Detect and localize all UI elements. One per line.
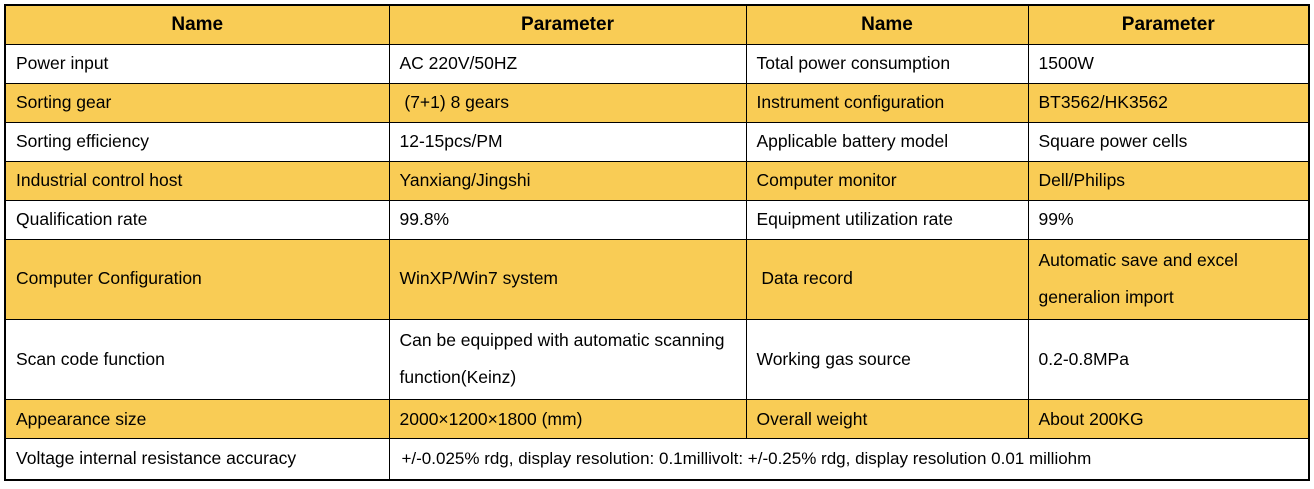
spec-name-cell: Instrument configuration <box>745 82 1029 123</box>
header-parameter-right: Parameter <box>1027 4 1310 45</box>
spec-name-cell: Total power consumption <box>745 43 1029 84</box>
spec-param-cell: 0.2-0.8MPa <box>1027 318 1310 401</box>
table-row: Sorting efficiency 12-15pcs/PM Applicabl… <box>4 121 1310 162</box>
spec-name-cell: Overall weight <box>745 399 1029 439</box>
header-name-right: Name <box>745 4 1029 45</box>
table-row: Qualification rate 99.8% Equipment utili… <box>4 199 1310 240</box>
spec-name-cell: Data record <box>745 238 1029 320</box>
spec-name-cell: Computer Configuration <box>4 238 390 320</box>
table-row: Scan code function Can be equipped with … <box>4 318 1310 401</box>
spec-name-cell: Scan code function <box>4 318 390 401</box>
table-row: Power input AC 220V/50HZ Total power con… <box>4 43 1310 84</box>
spec-name-cell: Power input <box>4 43 390 84</box>
spec-param-cell: Automatic save and excel generalion impo… <box>1027 238 1310 320</box>
spec-param-cell: AC 220V/50HZ <box>388 43 747 84</box>
spec-param-cell: Yanxiang/Jingshi <box>388 160 747 201</box>
table-header-row: Name Parameter Name Parameter <box>4 4 1310 45</box>
spec-param-cell: 12-15pcs/PM <box>388 121 747 162</box>
spec-param-cell-wide: +/-0.025% rdg, display resolution: 0.1mi… <box>388 438 1310 480</box>
spec-name-cell: Qualification rate <box>4 199 390 240</box>
table-row: Industrial control host Yanxiang/Jingshi… <box>4 160 1310 201</box>
spec-param-cell: WinXP/Win7 system <box>388 238 747 320</box>
spec-name-cell: Working gas source <box>745 318 1029 401</box>
spec-param-cell: 99% <box>1027 199 1310 240</box>
spec-param-cell: Dell/Philips <box>1027 160 1310 201</box>
header-parameter-left: Parameter <box>388 4 747 45</box>
header-name-left: Name <box>4 4 390 45</box>
spec-name-cell: Voltage internal resistance accuracy <box>4 438 390 480</box>
spec-param-cell: Can be equipped with automatic scanning … <box>388 318 747 401</box>
spec-param-cell: 99.8% <box>388 199 747 240</box>
spec-name-cell: Appearance size <box>4 399 390 439</box>
table-row: Computer Configuration WinXP/Win7 system… <box>4 238 1310 320</box>
table-footer-row: Voltage internal resistance accuracy +/-… <box>4 438 1310 480</box>
spec-param-cell: 2000×1200×1800 (mm) <box>388 399 747 439</box>
table-row: Appearance size 2000×1200×1800 (mm) Over… <box>4 399 1310 439</box>
spec-name-cell: Industrial control host <box>4 160 390 201</box>
spec-name-cell: Computer monitor <box>745 160 1029 201</box>
spec-param-cell: 1500W <box>1027 43 1310 84</box>
spec-name-cell: Sorting gear <box>4 82 390 123</box>
spec-name-cell: Applicable battery model <box>745 121 1029 162</box>
spec-param-cell: Square power cells <box>1027 121 1310 162</box>
spec-param-cell: About 200KG <box>1027 399 1310 439</box>
spec-param-cell: BT3562/HK3562 <box>1027 82 1310 123</box>
specification-table: Name Parameter Name Parameter Power inpu… <box>4 4 1310 481</box>
table-row: Sorting gear (7+1) 8 gears Instrument co… <box>4 82 1310 123</box>
spec-name-cell: Equipment utilization rate <box>745 199 1029 240</box>
spec-param-cell: (7+1) 8 gears <box>388 82 747 123</box>
spec-name-cell: Sorting efficiency <box>4 121 390 162</box>
